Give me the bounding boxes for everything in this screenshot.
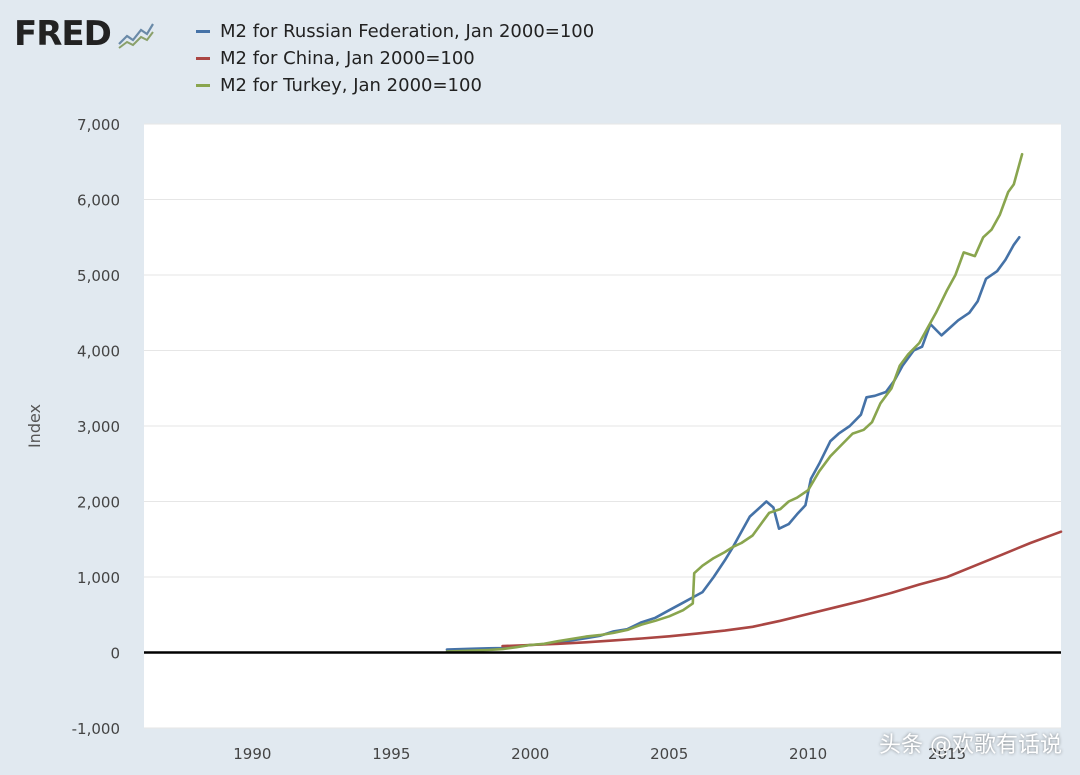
legend-swatch-russia <box>196 30 210 33</box>
x-tick-label: 2015 <box>928 745 966 763</box>
china-series-line[interactable] <box>501 530 1063 648</box>
chart-legend: M2 for Russian Federation, Jan 2000=100 … <box>196 18 594 99</box>
y-tick-label: 5,000 <box>77 267 120 285</box>
x-tick-label: 1990 <box>233 745 271 763</box>
legend-swatch-turkey <box>196 84 210 87</box>
legend-label-russia: M2 for Russian Federation, Jan 2000=100 <box>220 21 595 42</box>
y-axis-label: Index <box>25 404 44 448</box>
y-tick-label: 4,000 <box>77 343 120 361</box>
fred-logo[interactable]: FRED <box>14 14 155 54</box>
x-tick-label: 1995 <box>372 745 410 763</box>
russia-series-line[interactable] <box>445 236 1021 651</box>
legend-item-china[interactable]: M2 for China, Jan 2000=100 <box>196 45 594 72</box>
legend-label-turkey: M2 for Turkey, Jan 2000=100 <box>220 75 482 96</box>
turkey-series-line[interactable] <box>445 152 1024 653</box>
logo-text: FRED <box>14 14 112 54</box>
chart-line-icon <box>116 18 155 50</box>
watermark: 头条 @欢歌有话说 <box>879 733 1062 758</box>
x-tick-label: 2000 <box>511 745 549 763</box>
legend-item-turkey[interactable]: M2 for Turkey, Jan 2000=100 <box>196 72 594 99</box>
y-tick-label: 7,000 <box>77 116 120 134</box>
y-tick-label: 3,000 <box>77 418 120 436</box>
legend-item-russia[interactable]: M2 for Russian Federation, Jan 2000=100 <box>196 18 594 45</box>
y-tick-label: -1,000 <box>72 720 120 738</box>
y-tick-label: 6,000 <box>77 192 120 210</box>
y-tick-label: 0 <box>110 645 120 663</box>
x-tick-label: 2005 <box>650 745 688 763</box>
legend-swatch-china <box>196 57 210 60</box>
y-tick-label: 2,000 <box>77 494 120 512</box>
x-tick-label: 2010 <box>789 745 827 763</box>
y-tick-label: 1,000 <box>77 569 120 587</box>
legend-label-china: M2 for China, Jan 2000=100 <box>220 48 475 69</box>
